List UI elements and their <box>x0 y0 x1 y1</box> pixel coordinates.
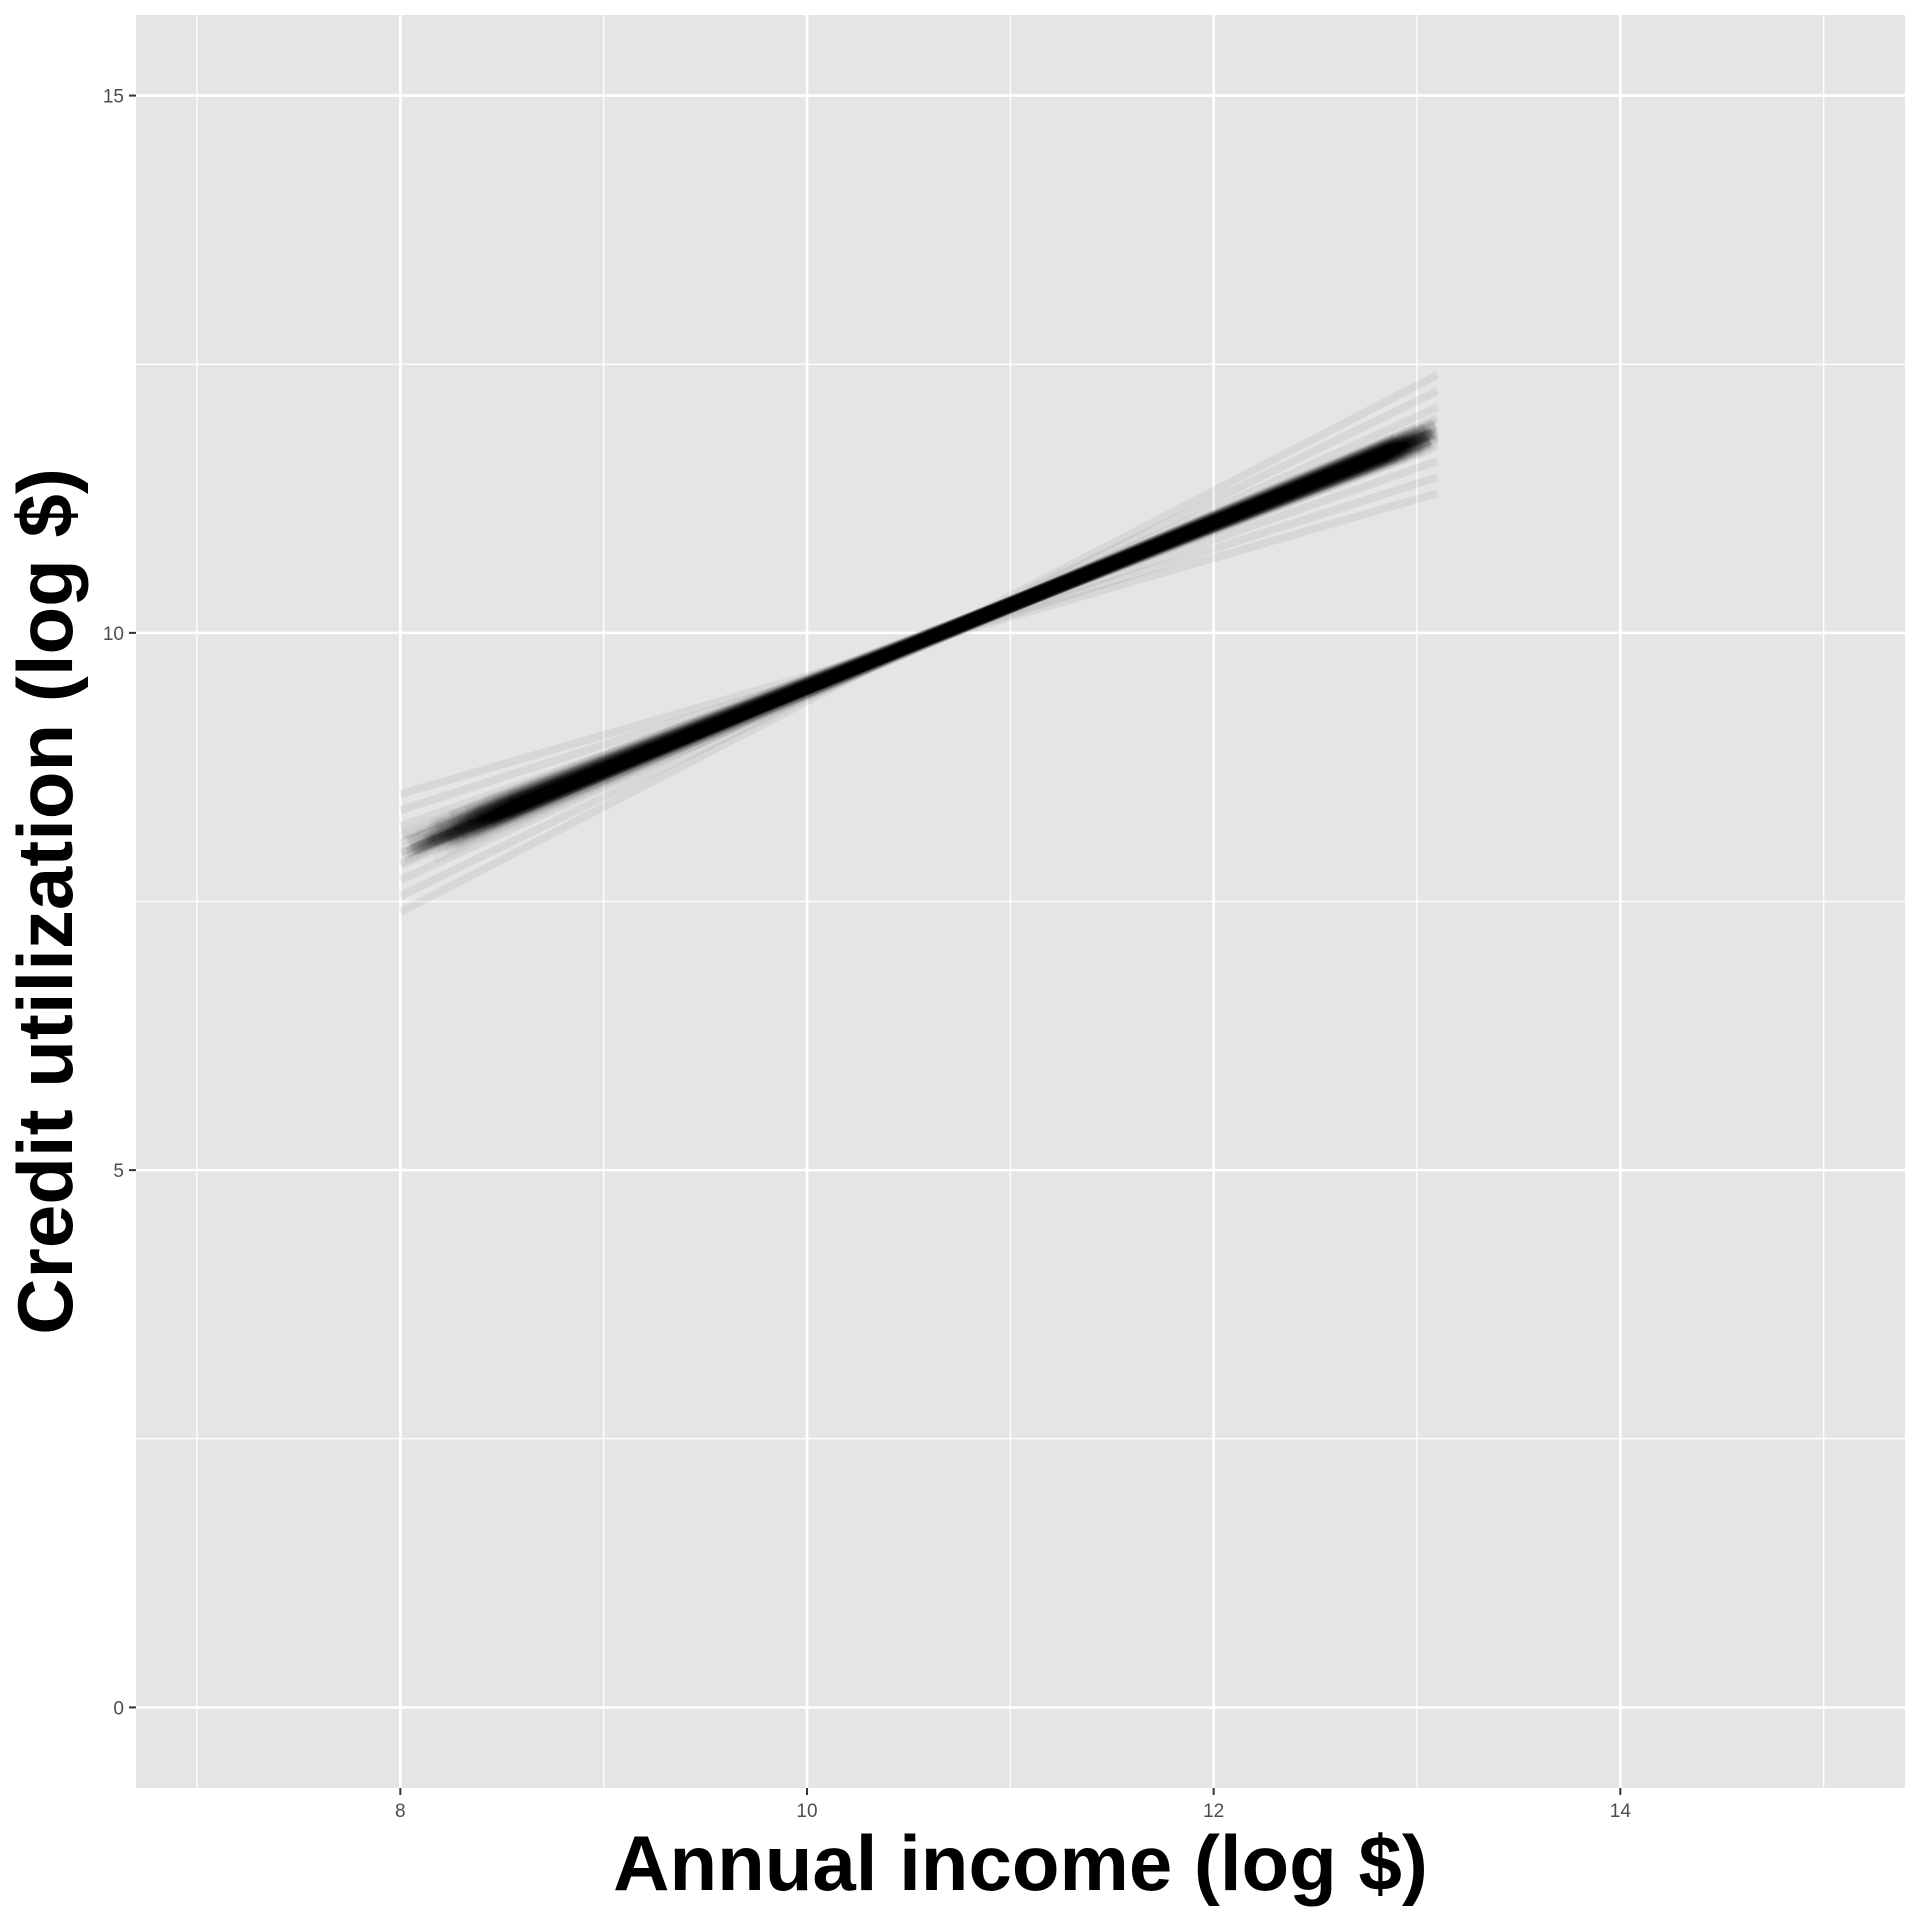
regression-line <box>399 489 1439 798</box>
regression-line <box>398 403 1439 884</box>
regression-line <box>398 387 1440 900</box>
minor-gridlines <box>136 15 1905 1788</box>
y-axis-ticks: 0 5 10 15 <box>103 87 136 1719</box>
regression-line <box>399 473 1439 814</box>
y-tick-label: 0 <box>113 1698 124 1719</box>
fitted-lines <box>398 371 1440 916</box>
x-tick-label: 14 <box>1610 1801 1632 1822</box>
y-tick-label: 10 <box>103 624 124 645</box>
x-axis-ticks: 8 10 12 14 <box>395 1788 1631 1822</box>
y-tick-label: 15 <box>103 87 124 108</box>
regression-line <box>398 441 1439 847</box>
regression-line <box>399 457 1439 831</box>
x-axis-title: Annual income (log $) <box>613 1819 1428 1907</box>
x-tick-label: 8 <box>395 1801 406 1822</box>
major-gridlines <box>136 15 1905 1788</box>
x-tick-label: 12 <box>1203 1801 1224 1822</box>
y-tick-label: 5 <box>113 1161 124 1182</box>
y-axis-title: Credit utilization (log $) <box>1 468 89 1335</box>
regression-line <box>398 414 1439 868</box>
regression-line <box>398 371 1440 916</box>
regression-line <box>398 428 1439 857</box>
x-tick-label: 10 <box>796 1801 817 1822</box>
